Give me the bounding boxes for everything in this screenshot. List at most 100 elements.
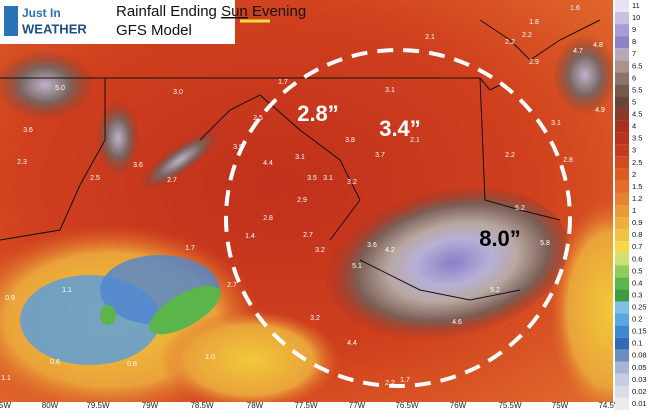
station-value: 3.9: [233, 144, 243, 151]
longitude-label: 78.5W: [190, 401, 214, 410]
scale-label: 0.1: [632, 339, 642, 348]
longitude-label: 74.5W: [598, 401, 622, 410]
station-value: 2.2: [522, 32, 532, 39]
border: [0, 78, 106, 241]
station-value: 2.5: [253, 115, 263, 122]
longitude-label: 79.5W: [86, 401, 110, 410]
scale-label: 0.15: [632, 327, 647, 336]
station-value: 0.6: [50, 359, 60, 366]
scale-swatch: [615, 265, 629, 278]
station-value: 5.2: [490, 287, 500, 294]
station-value: 1.4: [245, 233, 255, 240]
scale-label: 0.02: [632, 387, 647, 396]
scale-label: 0.25: [632, 302, 647, 311]
green-area: [149, 285, 221, 335]
station-value: 2.9: [297, 197, 307, 204]
scale-label: 0.4: [632, 278, 642, 287]
station-value: 4.8: [593, 42, 603, 49]
station-value: 4.7: [573, 48, 583, 55]
highlight-circle: [224, 48, 572, 388]
station-value: 0.9: [5, 295, 15, 302]
scale-label: 7: [632, 49, 636, 58]
scale-label: 10: [632, 13, 640, 22]
green-area: [100, 305, 116, 325]
station-value: 0.8: [127, 361, 137, 368]
scale-swatch: [615, 229, 629, 242]
header-box: [0, 0, 235, 44]
station-value: 2.2: [505, 39, 515, 46]
scale-swatch: [615, 361, 629, 374]
longitude-label: 75.5W: [498, 401, 522, 410]
scale-label: 4: [632, 122, 636, 131]
scale-label: 5.5: [632, 85, 642, 94]
station-value: 2.3: [17, 159, 27, 166]
station-value: 3.6: [23, 127, 33, 134]
station-value: 3.2: [315, 247, 325, 254]
scale-swatch: [615, 385, 629, 398]
low-rain-area: [160, 310, 340, 410]
border: [359, 259, 521, 301]
title: Rainfall Ending Sun Evening: [116, 3, 306, 20]
scale-label: 0.5: [632, 266, 642, 275]
station-value: 1.7: [278, 79, 288, 86]
longitude-label: 75W: [552, 401, 569, 410]
scale-label: 0.9: [632, 218, 642, 227]
title-part: Evening: [248, 3, 306, 20]
station-value: 2.9: [529, 59, 539, 66]
station-value: 1.8: [529, 19, 539, 26]
station-value: 1.1: [62, 287, 72, 294]
scale-label: 9: [632, 25, 636, 34]
scale-label: 0.6: [632, 254, 642, 263]
scale-swatch: [615, 349, 629, 362]
scale-swatch: [615, 253, 629, 266]
scale-label: 0.3: [632, 290, 642, 299]
scale-label: 1.2: [632, 194, 642, 203]
scale-swatch: [615, 205, 629, 218]
station-value: 2.1: [410, 137, 420, 144]
station-value: 3.0: [173, 89, 183, 96]
longitude-label: 80W: [42, 401, 59, 410]
scale-label: 0.08: [632, 351, 647, 360]
scale-swatch: [615, 96, 629, 109]
scale-swatch: [615, 325, 629, 338]
scale-label: 4.5: [632, 110, 642, 119]
station-value: 2.7: [303, 232, 313, 239]
scale-swatch: [615, 217, 629, 230]
station-value: 3.1: [323, 175, 333, 182]
station-value: 2.5: [90, 175, 100, 182]
title-part: Rainfall Ending: [116, 3, 221, 20]
station-value: 2.2: [505, 152, 515, 159]
station-value: 5.1: [352, 263, 362, 270]
station-value: 3.6: [367, 242, 377, 249]
scale-swatch: [615, 397, 629, 411]
scale-label: 2.5: [632, 158, 642, 167]
scale-swatch: [615, 277, 629, 290]
station-value: 3.8: [345, 137, 355, 144]
rainfall-callout: 8.0”: [479, 226, 521, 251]
station-value: 2.8: [263, 215, 273, 222]
scale-label: 0.05: [632, 363, 647, 372]
scale-swatch: [615, 168, 629, 181]
scale-label: 8: [632, 37, 636, 46]
scale-label: 0.2: [632, 315, 642, 324]
longitude-label: 5W: [0, 401, 11, 410]
scale-label: 2: [632, 170, 636, 179]
scale-swatch: [615, 144, 629, 157]
scale-swatch: [615, 108, 629, 121]
station-value: 1.7: [400, 377, 410, 384]
scale-swatch: [615, 84, 629, 97]
station-value: 3.5: [307, 175, 317, 182]
heavy-rain-area: [311, 186, 569, 344]
station-value: 3.7: [375, 152, 385, 159]
logo-line-2: WEATHER: [22, 21, 87, 36]
scale-swatch: [615, 12, 629, 25]
station-value: 2.7: [227, 282, 237, 289]
scale-label: 6.5: [632, 61, 642, 70]
station-value: 2.7: [167, 177, 177, 184]
longitude-label: 76W: [450, 401, 467, 410]
longitude-label: 77W: [349, 401, 366, 410]
station-value: 4.9: [595, 107, 605, 114]
station-value: 1.6: [570, 5, 580, 12]
scale-label: 0.8: [632, 230, 642, 239]
